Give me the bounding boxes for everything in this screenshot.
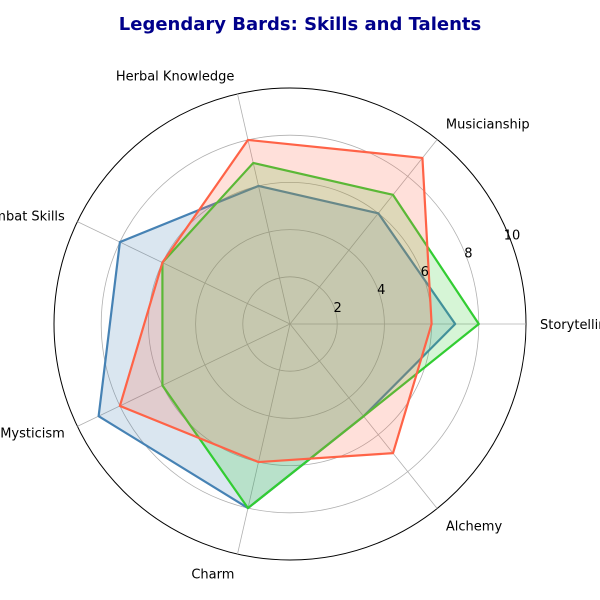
chart-title: Legendary Bards: Skills and Talents: [118, 14, 482, 35]
category-label-herbal-knowledge: Herbal Knowledge: [116, 69, 235, 84]
r-tick-label-2: 2: [333, 301, 341, 316]
category-label-storytelling: Storytelling: [540, 318, 600, 333]
category-label-mysticism: Mysticism: [0, 427, 65, 442]
label-layer: 2 4 6 8 10 Storytelling Musicianship Herbal Kno…: [0, 69, 600, 582]
series-2-line: [118, 138, 433, 464]
category-label-combat-skills: Combat Skills: [0, 210, 65, 225]
category-label-charm: Charm: [191, 568, 234, 583]
r-tick-label-4: 4: [377, 283, 385, 298]
series-0-fill: [98, 185, 456, 509]
grid-layer: [53, 87, 527, 561]
r-tick-label-6: 6: [421, 265, 429, 280]
spoke-4: [77, 323, 291, 427]
series-2-fill: [119, 139, 432, 463]
spoke-1: [289, 139, 438, 325]
r-tick-label-8: 8: [464, 247, 472, 262]
spoke-2: [237, 93, 291, 325]
series-1-line: [161, 161, 480, 510]
category-label-alchemy: Alchemy: [446, 520, 503, 535]
r-tick-label-10: 10: [504, 229, 521, 244]
series-1-fill: [162, 162, 479, 509]
spoke-3: [77, 221, 291, 325]
series-layer: [97, 138, 480, 510]
category-label-musicianship: Musicianship: [446, 118, 530, 133]
spoke-5: [237, 323, 291, 555]
